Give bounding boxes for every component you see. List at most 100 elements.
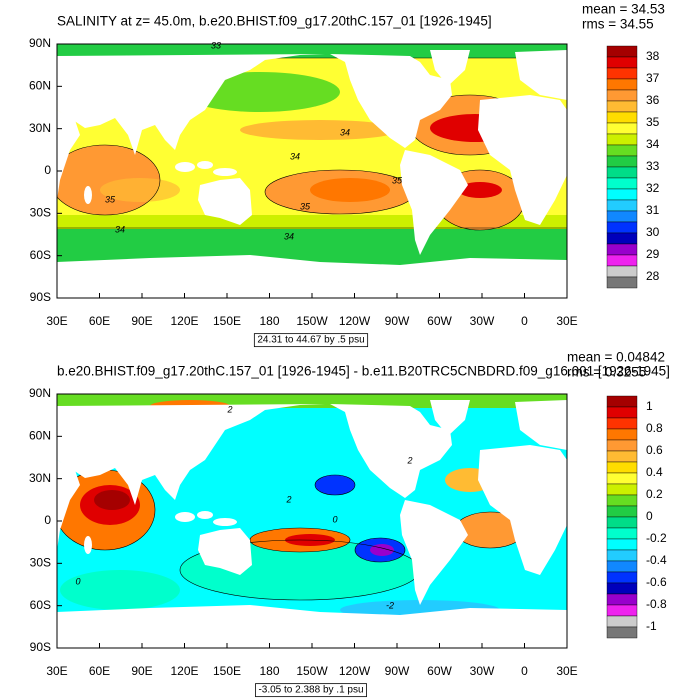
colorbar-label: 0.6: [646, 443, 663, 457]
lon-label: 180: [259, 314, 279, 328]
colorbar-box: [606, 254, 638, 267]
lon-label: 90E: [131, 314, 152, 328]
contour-label: 2: [406, 455, 412, 465]
lon-label: 30E: [46, 664, 67, 678]
stat: mean = 0.04842: [567, 350, 665, 365]
contour-label: 34: [290, 151, 300, 161]
panel-title: SALINITY at z= 45.0m, b.e20.BHIST.f09_g1…: [57, 14, 492, 29]
colorbar-box: [606, 450, 638, 463]
lat-label: 90S: [30, 640, 51, 654]
colorbar-box: [606, 221, 638, 234]
contour-label: 35: [105, 194, 116, 204]
colorbar-box: [606, 199, 638, 212]
colorbar-box: [606, 505, 638, 518]
colorbar-label: -0.6: [646, 575, 667, 589]
colorbar-label: 30: [646, 225, 660, 239]
range-note: -3.05 to 2.388 by .1 psu: [258, 685, 363, 696]
range-box: [253, 333, 369, 348]
colorbar-box: [606, 155, 638, 168]
lon-label: 0: [521, 314, 528, 328]
colorbar-box: [606, 45, 638, 58]
colorbar-label: 37: [646, 71, 660, 85]
colorbar-box: [606, 243, 638, 256]
lon-label: 60E: [89, 664, 110, 678]
contour-label: 2: [226, 404, 232, 414]
colorbar-box: [606, 395, 638, 408]
colorbar-box: [606, 593, 638, 606]
colorbar-box: [606, 417, 638, 430]
colorbar-label: -0.4: [646, 553, 667, 567]
lon-label: 30W: [470, 664, 495, 678]
colorbar-box: [606, 472, 638, 485]
lon-label: 120W: [339, 664, 371, 678]
colorbar-box: [606, 516, 638, 529]
stat: rms = 34.55: [582, 17, 654, 32]
colorbar-label: 29: [646, 247, 660, 261]
lon-label: 120W: [339, 314, 371, 328]
colorbar-box: [606, 210, 638, 223]
colorbar-label: 35: [646, 115, 660, 129]
lat-label: 30N: [29, 121, 51, 135]
range-box: [255, 683, 367, 698]
colorbar-box: [606, 111, 638, 124]
lat-label: 60S: [30, 248, 51, 262]
colorbar-label: -1: [646, 619, 657, 633]
colorbar-box: [606, 56, 638, 69]
lon-label: 120E: [170, 664, 198, 678]
lon-label: 30E: [556, 664, 577, 678]
colorbar-label: 0.2: [646, 487, 663, 501]
colorbar-box: [606, 122, 638, 135]
colorbar-box: [606, 188, 638, 201]
colorbar-box: [606, 483, 638, 496]
colorbar-box: [606, 265, 638, 278]
colorbar-box: [606, 144, 638, 157]
contour-label: 34: [284, 231, 294, 241]
colorbar-box: [606, 571, 638, 584]
lon-label: 90W: [385, 664, 410, 678]
colorbar-box: [606, 89, 638, 102]
lon-label: 120E: [170, 314, 198, 328]
contour-label: 35: [392, 175, 403, 185]
contour-label: 2: [285, 494, 291, 504]
map-field: [57, 394, 567, 648]
colorbar-box: [606, 133, 638, 146]
lat-label: 30S: [30, 556, 51, 570]
contour-label: 33: [211, 40, 221, 50]
lon-label: 150E: [213, 314, 241, 328]
contour-label: 0: [332, 514, 337, 524]
colorbar-box: [606, 604, 638, 617]
lon-label: 90E: [131, 664, 152, 678]
colorbar-label: 28: [646, 269, 660, 283]
colorbar-box: [606, 538, 638, 551]
lat-label: 90N: [29, 386, 51, 400]
colorbar-label: -0.8: [646, 597, 667, 611]
lat-label: 30N: [29, 471, 51, 485]
colorbar-label: 38: [646, 49, 660, 63]
colorbar-label: 0: [646, 509, 653, 523]
lat-label: 90N: [29, 36, 51, 50]
colorbar-label: -0.2: [646, 531, 667, 545]
stat: rms = 0.3255: [567, 365, 646, 380]
lon-label: 150W: [296, 664, 328, 678]
lon-label: 60W: [427, 314, 452, 328]
lon-label: 150W: [296, 314, 328, 328]
contour-label: 34: [115, 224, 125, 234]
colorbar-box: [606, 439, 638, 452]
labels: SALINITY at z= 45.0m, b.e20.BHIST.f09_g1…: [29, 2, 670, 698]
lon-label: 30E: [46, 314, 67, 328]
colorbar-box: [606, 615, 638, 628]
colorbar-label: 34: [646, 137, 660, 151]
lon-label: 0: [521, 664, 528, 678]
colorbar-box: [606, 549, 638, 562]
lon-label: 30W: [470, 314, 495, 328]
colorbar-box: [606, 78, 638, 91]
lon-label: 60E: [89, 314, 110, 328]
colorbar-box: [606, 232, 638, 245]
contour-label: 34: [340, 127, 350, 137]
panel-title: b.e20.BHIST.f09_g17.20thC.157_01 [1926-1…: [57, 364, 670, 379]
colorbar-box: [606, 560, 638, 573]
colorbar-box: [606, 67, 638, 80]
colorbar-box: [606, 406, 638, 419]
stat: mean = 34.53: [582, 2, 665, 17]
